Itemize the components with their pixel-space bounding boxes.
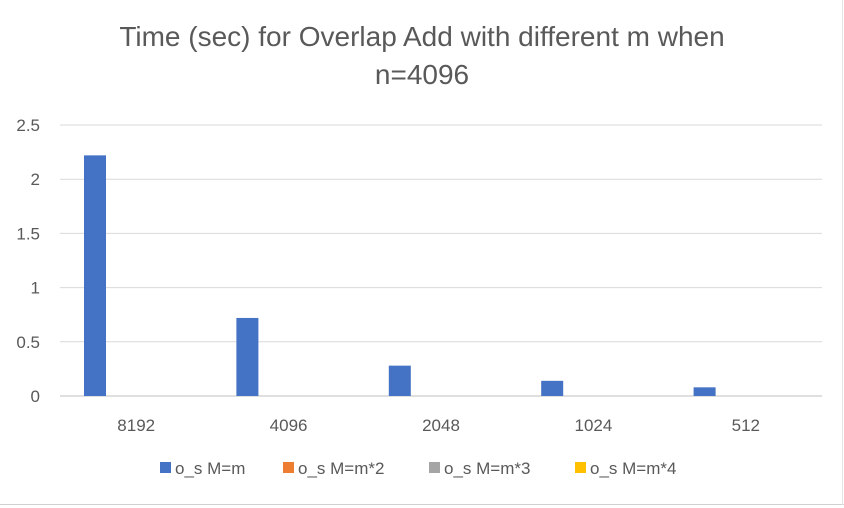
right-border — [842, 0, 843, 505]
bar — [236, 317, 259, 396]
legend-swatch — [575, 462, 586, 473]
chart-title-line-2: n=4096 — [375, 59, 469, 90]
x-tick-label: 4096 — [270, 416, 308, 435]
y-tick-label: 2.5 — [16, 116, 40, 135]
y-tick-label: 1.5 — [16, 224, 40, 243]
bottom-border — [0, 504, 844, 505]
gridlines — [60, 124, 822, 397]
x-tick-label: 8192 — [117, 416, 155, 435]
x-tick-label: 512 — [732, 416, 760, 435]
legend-swatch — [429, 462, 440, 473]
bar — [84, 155, 106, 396]
chart-title-line-1: Time (sec) for Overlap Add with differen… — [119, 21, 724, 52]
legend: o_s M=m o_s M=m*2 o_s M=m*3 o_s M=m*4 — [160, 459, 676, 478]
y-tick-label: 2 — [31, 170, 40, 189]
x-tick-label: 2048 — [422, 416, 460, 435]
bar — [693, 387, 716, 396]
legend-label: o_s M=m*4 — [590, 459, 676, 478]
bar — [541, 380, 564, 396]
x-axis: 8192 4096 2048 1024 512 — [117, 416, 760, 435]
bar — [388, 365, 411, 396]
legend-label: o_s M=m*2 — [298, 459, 384, 478]
y-tick-label: 0 — [31, 387, 40, 406]
legend-swatch — [283, 462, 294, 473]
y-tick-label: 1 — [31, 279, 40, 298]
x-tick-label: 1024 — [574, 416, 612, 435]
legend-label: o_s M=m — [175, 459, 245, 478]
legend-swatch — [160, 462, 171, 473]
y-tick-label: 0.5 — [16, 333, 40, 352]
chart-title: Time (sec) for Overlap Add with differen… — [119, 21, 724, 90]
bars — [84, 155, 716, 396]
y-axis: 0 0.5 1 1.5 2 2.5 — [16, 116, 40, 406]
legend-label: o_s M=m*3 — [444, 459, 530, 478]
